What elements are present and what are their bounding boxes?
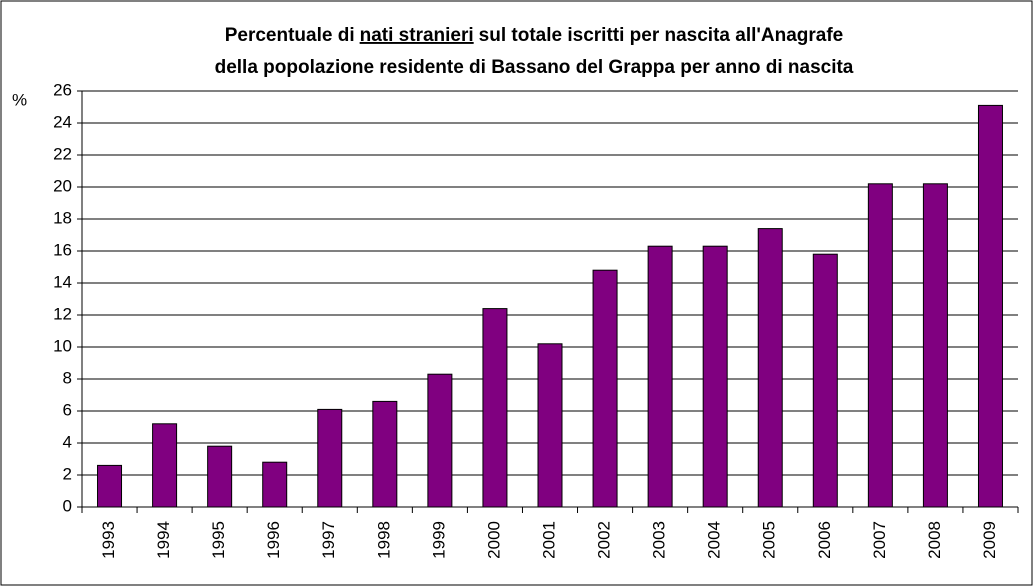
bar — [592, 269, 618, 508]
y-tick-label: 16 — [53, 240, 72, 259]
y-tick-label: 12 — [53, 304, 72, 323]
x-tick-label: 2002 — [595, 521, 614, 559]
y-axis-label: % — [12, 90, 27, 109]
bar — [317, 408, 343, 508]
x-tick-label: 2001 — [539, 521, 558, 559]
x-tick-label: 1994 — [154, 521, 173, 559]
x-tick-label: 1999 — [429, 521, 448, 559]
bar — [97, 464, 123, 508]
y-tick-label: 2 — [63, 464, 72, 483]
bar — [482, 308, 508, 508]
y-tick-label: 22 — [53, 144, 72, 163]
y-tick-label: 4 — [63, 432, 72, 451]
x-tick-label: 1997 — [319, 521, 338, 559]
bar — [812, 253, 838, 508]
y-tick-label: 20 — [53, 176, 72, 195]
y-tick-label: 18 — [53, 208, 72, 227]
x-tick-label: 1995 — [209, 521, 228, 559]
x-tick-label: 2004 — [705, 521, 724, 559]
y-tick-label: 26 — [53, 80, 72, 99]
x-tick-label: 2009 — [980, 521, 999, 559]
x-tick-label: 2007 — [870, 521, 889, 559]
bar — [977, 104, 1003, 508]
bar — [372, 400, 398, 508]
y-tick-label: 8 — [63, 368, 72, 387]
x-tick-label: 2008 — [925, 521, 944, 559]
title-part: Percentuale di — [225, 25, 355, 46]
bar — [207, 445, 233, 508]
x-tick-label: 1996 — [264, 521, 283, 559]
bar — [922, 183, 948, 508]
x-tick-label: 2000 — [484, 521, 503, 559]
x-tick-label: 1998 — [374, 521, 393, 559]
bar — [702, 245, 728, 508]
y-tick-label: 14 — [53, 272, 72, 291]
y-tick-label: 24 — [53, 112, 72, 131]
y-tick-label: 0 — [63, 496, 72, 515]
y-tick-label: 6 — [63, 400, 72, 419]
x-tick-label: 2003 — [650, 521, 669, 559]
y-tick-label: 10 — [53, 336, 72, 355]
bar — [427, 373, 453, 508]
x-tick-label: 2005 — [760, 521, 779, 559]
title-part: nati stranieri — [360, 25, 474, 46]
x-tick-label: 1993 — [99, 521, 118, 559]
bar — [867, 183, 893, 508]
chart-title: della popolazione residente di Bassano d… — [215, 57, 854, 78]
title-part: sul totale iscritti per nascita all'Anag… — [479, 25, 844, 46]
bar — [262, 461, 288, 508]
bar — [647, 245, 673, 508]
chart-title: Percentuale di nati stranieri sul totale i… — [225, 25, 844, 46]
x-tick-label: 2006 — [815, 521, 834, 559]
bar — [537, 343, 563, 508]
bar — [152, 423, 178, 508]
bar — [757, 228, 783, 508]
